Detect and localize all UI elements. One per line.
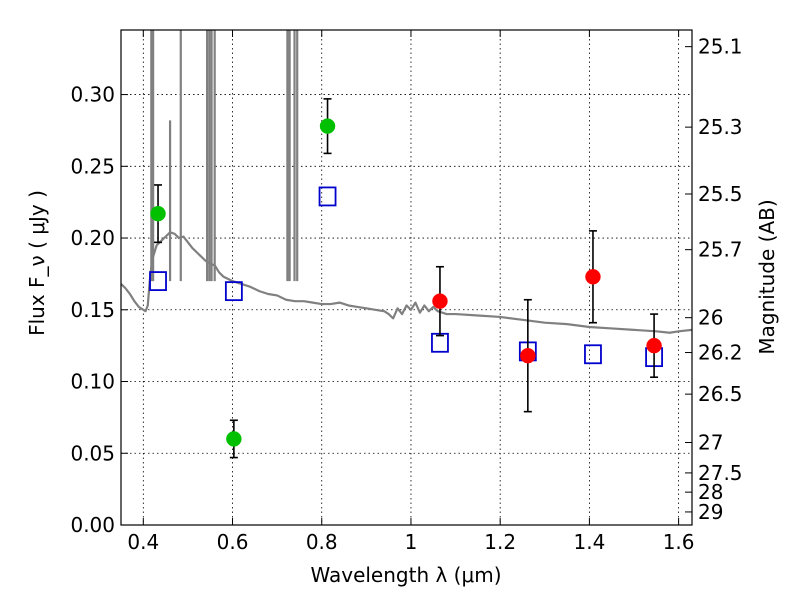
y-axis-label: Flux F_ν ( μJy ): [25, 190, 49, 336]
y2-tick-label: 29: [698, 500, 723, 524]
y-tick-label: 0.20: [70, 226, 115, 250]
model-flux-square: [149, 271, 167, 291]
spectrum-line: [121, 231, 692, 334]
plot-frame: [120, 29, 693, 526]
y-tick-label: 0.05: [70, 441, 115, 465]
x-tick-label: 1: [405, 530, 418, 554]
x-tick-label: 0.8: [306, 530, 338, 554]
x-axis-label: Wavelength λ (μm): [310, 563, 501, 587]
nir-data-point: [646, 337, 662, 354]
y2-tick-label: 25.1: [698, 35, 743, 59]
y2-tick-label: 27.5: [698, 461, 743, 485]
y2-tick-label: 27: [698, 431, 723, 455]
y2-tick-label: 28: [698, 480, 723, 504]
y-tick-label: 0.10: [70, 370, 115, 394]
model-flux-square: [431, 332, 449, 353]
nir-data-point: [585, 269, 601, 285]
y2-tick-label: 26.5: [698, 382, 743, 406]
optical-data-point: [319, 118, 336, 134]
optical-data-point: [226, 431, 242, 447]
x-tick-label: 1.6: [663, 530, 695, 554]
y2-axis-label: Magnitude (AB): [755, 199, 779, 354]
nir-data-point: [432, 293, 448, 309]
y2-tick-label: 26.2: [698, 341, 743, 365]
x-tick-label: 1.4: [573, 530, 605, 554]
x-tick-label: 1.2: [484, 530, 516, 554]
model-flux-square: [318, 186, 337, 207]
y-tick-label: 0.30: [70, 83, 115, 107]
plot-area: [121, 30, 692, 459]
y-tick-label: 0.15: [70, 298, 115, 322]
nir-data-point: [520, 347, 536, 364]
model-flux-square: [224, 281, 243, 302]
grid: [121, 30, 692, 526]
y2-tick-label: 26: [698, 306, 723, 330]
y-tick-label: 0.25: [70, 154, 115, 178]
optical-data-point: [150, 205, 166, 222]
y2-tick-label: 25.7: [698, 238, 743, 262]
x-tick-label: 0.6: [217, 530, 249, 554]
y2-tick-label: 25.3: [698, 115, 743, 139]
model-flux-square: [584, 344, 602, 365]
axes-ticks: 0.4 0.6 0.8 1 1.2 1.4 1.6 0.00 0.05 0.10 0.15 0.20 0…: [70, 30, 743, 554]
x-tick-label: 0.4: [127, 530, 159, 554]
y2-tick-label: 25.5: [698, 182, 743, 206]
y-tick-label: 0.00: [70, 513, 115, 537]
